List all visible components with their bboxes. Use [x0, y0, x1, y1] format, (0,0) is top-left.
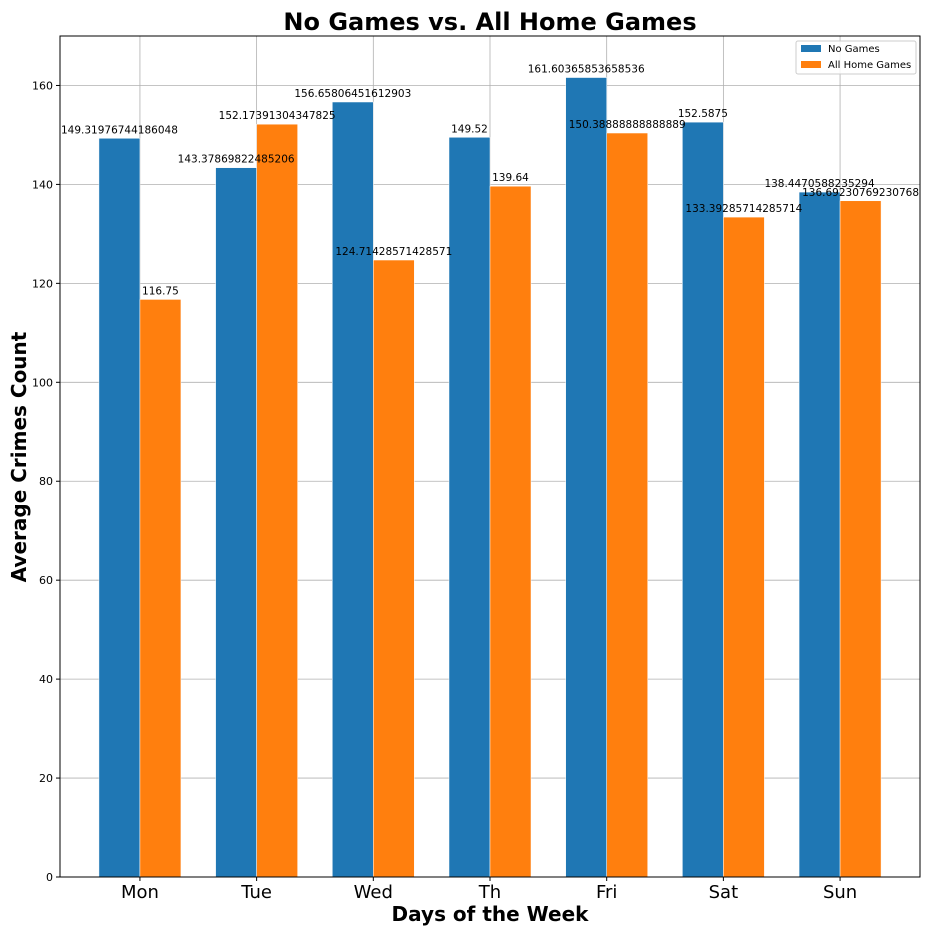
bar-label-no-games-sat: 152.5875: [678, 108, 728, 120]
bar-label-no-games-th: 149.52: [451, 123, 488, 135]
bar-no-games-sun: [798, 191, 841, 878]
x-tick-label-sun: Sun: [823, 882, 857, 903]
bar-label-all-home-games-fri: 150.38888888888889: [569, 119, 686, 131]
legend: No Games All Home Games: [795, 40, 917, 75]
bar-all-home-games-tue: [256, 123, 298, 878]
bar-label-no-games-wed: 156.65806451612903: [294, 88, 411, 100]
bar-label-all-home-games-wed: 124.71428571428571: [335, 246, 452, 258]
x-tick-label-fri: Fri: [596, 882, 617, 903]
x-tick-label-sat: Sat: [709, 882, 739, 903]
bar-label-no-games-tue: 143.37869822485206: [178, 154, 295, 166]
legend-swatch-all-home-games: [801, 61, 821, 68]
legend-label-all-home-games: All Home Games: [828, 60, 911, 71]
chart-title: No Games vs. All Home Games: [283, 8, 696, 36]
legend-frame: [795, 40, 917, 75]
y-axis-label: Average Crimes Count: [7, 331, 31, 582]
x-tick-label-mon: Mon: [121, 882, 159, 903]
bar-no-games-sat: [682, 121, 724, 878]
y-tick-label: 20: [39, 772, 53, 785]
bar-no-games-mon: [98, 138, 141, 878]
bar-no-games-wed: [332, 101, 374, 878]
y-tick-label: 80: [39, 475, 53, 488]
y-tick-label: 60: [39, 574, 53, 587]
y-tick-label: 40: [39, 673, 53, 686]
bar-label-all-home-games-tue: 152.17391304347825: [219, 110, 336, 122]
bar-all-home-games-sat: [723, 216, 765, 878]
bar-label-all-home-games-sun: 136.69230769230768: [802, 187, 919, 199]
x-axis-label: Days of the Week: [392, 902, 590, 926]
y-tick-label: 120: [32, 277, 53, 290]
bar-label-all-home-games-th: 139.64: [492, 172, 529, 184]
bar-no-games-th: [448, 137, 491, 878]
bar-no-games-tue: [215, 167, 257, 878]
bar-no-games-fri: [565, 77, 607, 878]
bar-label-all-home-games-sat: 133.39285714285714: [685, 203, 802, 215]
x-tick-label-wed: Wed: [354, 882, 393, 903]
bar-label-no-games-sun: 138.4470588235294: [764, 178, 875, 190]
bar-all-home-games-wed: [373, 259, 415, 878]
bar-label-no-games-mon: 149.31976744186048: [61, 124, 178, 136]
bar-all-home-games-fri: [606, 132, 648, 878]
x-tick-label-tue: Tue: [240, 882, 272, 903]
bar-all-home-games-th: [489, 185, 532, 878]
bars: [98, 77, 882, 878]
y-tick-label: 0: [46, 871, 53, 884]
x-tick-label-th: Th: [478, 882, 501, 903]
legend-label-no-games: No Games: [828, 44, 880, 55]
y-tick-label: 140: [32, 178, 53, 191]
y-axis-ticks: 0 20 40 60 80 100 120 140 160: [32, 79, 60, 884]
bar-label-no-games-fri: 161.60365853658536: [528, 64, 645, 76]
bar-all-home-games-sun: [839, 200, 882, 878]
y-tick-label: 100: [32, 376, 53, 389]
bar-label-all-home-games-mon: 116.75: [142, 285, 179, 297]
legend-swatch-no-games: [801, 45, 821, 52]
y-tick-label: 160: [32, 79, 53, 92]
x-axis-ticks: Mon Tue Wed Th Fri Sat Sun: [121, 877, 857, 903]
bar-all-home-games-mon: [139, 299, 182, 878]
bar-value-labels: 149.31976744186048 143.37869822485206 156.…: [61, 64, 919, 298]
